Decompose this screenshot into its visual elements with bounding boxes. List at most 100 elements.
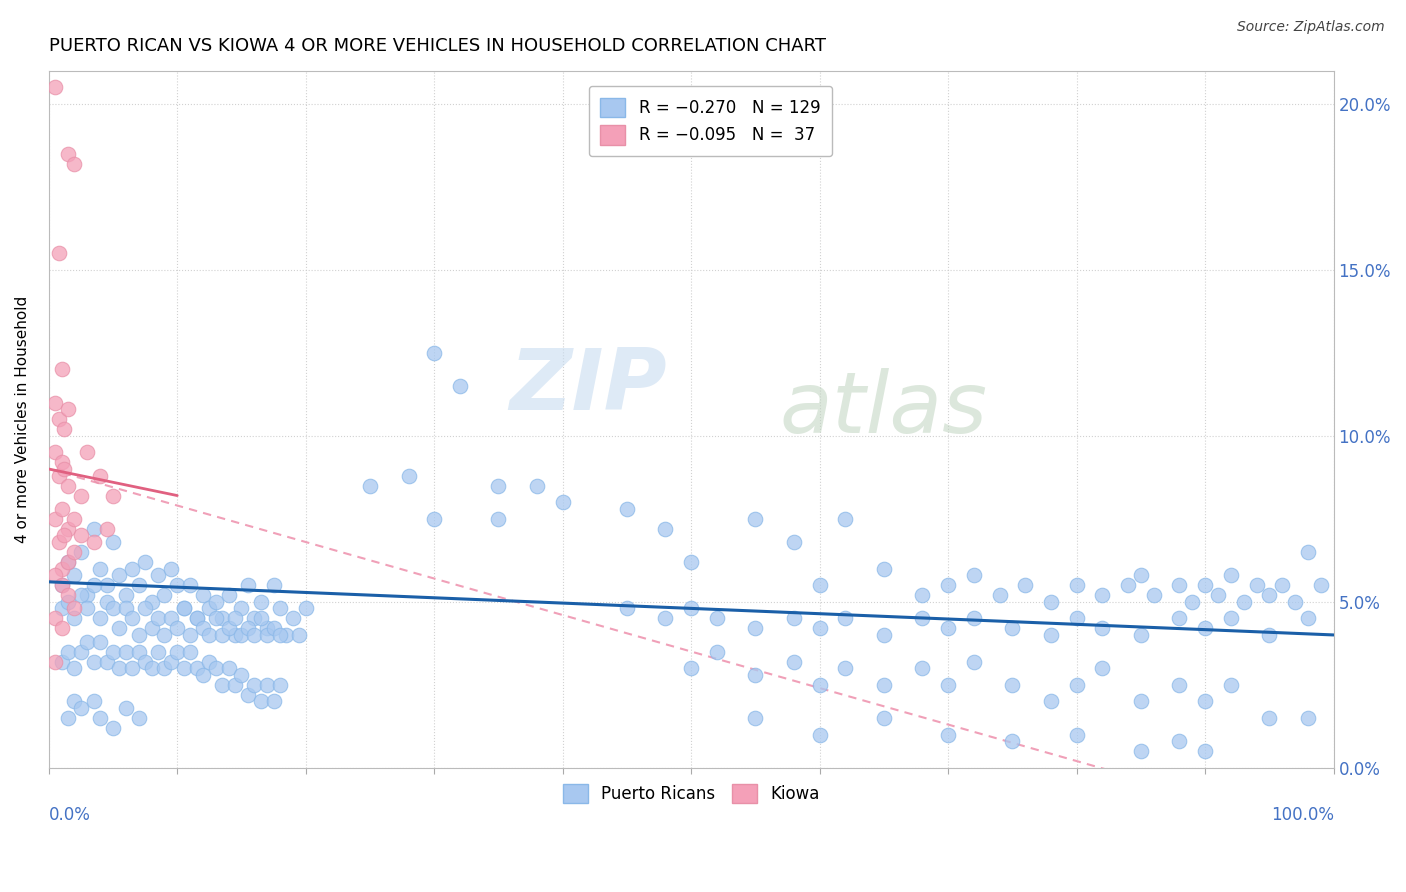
Point (63, 611, 86, 625)
Point (231, 667, 253, 681)
Point (911, 588, 934, 602)
Point (63, 512, 86, 526)
Point (83, 522, 105, 536)
Point (1168, 734, 1191, 748)
Point (744, 711, 766, 725)
Point (121, 561, 143, 575)
Point (263, 694, 285, 708)
Point (211, 611, 233, 625)
Point (153, 588, 176, 602)
Point (808, 578, 831, 592)
Point (1219, 568, 1241, 582)
Point (1206, 588, 1229, 602)
Point (1168, 611, 1191, 625)
Point (51, 601, 73, 615)
Point (51, 578, 73, 592)
Point (173, 661, 195, 675)
Point (63, 568, 86, 582)
Text: PUERTO RICAN VS KIOWA 4 OR MORE VEHICLES IN HOUSEHOLD CORRELATION CHART: PUERTO RICAN VS KIOWA 4 OR MORE VEHICLES… (49, 37, 825, 55)
Point (153, 661, 176, 675)
Point (218, 621, 240, 635)
Point (423, 346, 446, 360)
Point (1219, 678, 1241, 692)
Point (963, 568, 986, 582)
Point (1194, 694, 1216, 708)
Point (1091, 588, 1114, 602)
Point (204, 661, 226, 675)
Point (63, 694, 86, 708)
Point (911, 661, 934, 675)
Y-axis label: 4 or more Vehicles in Household: 4 or more Vehicles in Household (15, 295, 30, 543)
Point (134, 601, 156, 615)
Point (70, 528, 93, 542)
Point (1129, 628, 1152, 642)
Point (1039, 595, 1062, 609)
Point (1194, 744, 1216, 758)
Point (96, 655, 118, 669)
Text: 0.0%: 0.0% (49, 806, 90, 824)
Point (654, 522, 676, 536)
Point (128, 578, 150, 592)
Point (101, 535, 124, 549)
Point (808, 678, 831, 692)
Point (1039, 628, 1062, 642)
Point (1143, 588, 1166, 602)
Point (51, 578, 73, 592)
Point (1219, 611, 1241, 625)
Point (179, 644, 201, 658)
Point (44, 611, 66, 625)
Point (63, 661, 86, 675)
Point (83, 535, 105, 549)
Point (166, 621, 188, 635)
Point (288, 628, 311, 642)
Point (231, 628, 253, 642)
Point (76, 601, 98, 615)
Point (1039, 694, 1062, 708)
Point (243, 628, 266, 642)
Point (1129, 568, 1152, 582)
Point (134, 655, 156, 669)
Point (63, 156, 86, 170)
Point (963, 611, 986, 625)
Point (53, 528, 76, 542)
Point (44, 80, 66, 95)
Point (276, 628, 298, 642)
Point (101, 489, 124, 503)
Point (256, 621, 278, 635)
Point (1066, 611, 1088, 625)
Point (141, 661, 163, 675)
Point (198, 655, 221, 669)
Point (134, 555, 156, 569)
Point (243, 678, 266, 692)
Point (51, 621, 73, 635)
Point (51, 655, 73, 669)
Point (706, 644, 728, 658)
Point (359, 478, 381, 492)
Point (108, 568, 131, 582)
Point (146, 611, 169, 625)
Point (1066, 727, 1088, 741)
Point (1258, 588, 1281, 602)
Point (63, 545, 86, 559)
Point (56, 644, 79, 658)
Point (681, 601, 703, 615)
Point (1001, 621, 1024, 635)
Point (108, 661, 131, 675)
Point (744, 512, 766, 526)
Point (1194, 578, 1216, 592)
Point (808, 621, 831, 635)
Point (1258, 711, 1281, 725)
Point (1091, 661, 1114, 675)
Point (263, 621, 285, 635)
Legend: Puerto Ricans, Kiowa: Puerto Ricans, Kiowa (557, 777, 827, 810)
Point (1296, 711, 1319, 725)
Point (146, 644, 169, 658)
Point (249, 595, 271, 609)
Point (1168, 678, 1191, 692)
Point (89, 468, 111, 483)
Point (744, 621, 766, 635)
Point (141, 595, 163, 609)
Point (76, 634, 98, 648)
Point (423, 512, 446, 526)
Point (1194, 621, 1216, 635)
